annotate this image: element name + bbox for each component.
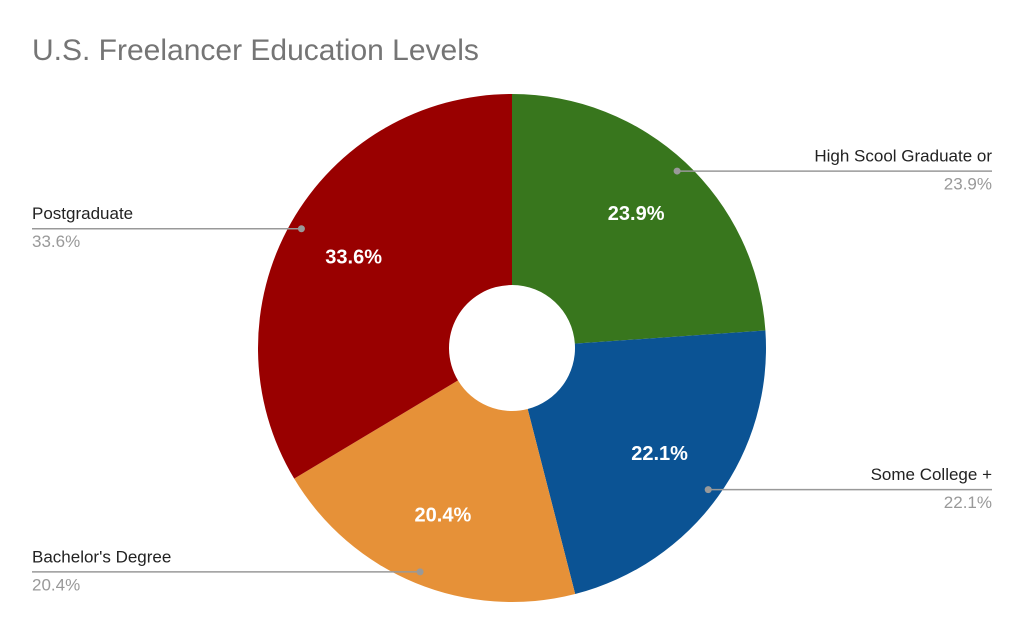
slice	[294, 380, 576, 602]
legend-label: Bachelor's Degree	[32, 547, 171, 566]
slice	[527, 330, 766, 595]
legend-value: 23.9%	[944, 175, 992, 194]
slice	[512, 94, 766, 344]
legend-value: 33.6%	[32, 232, 80, 251]
slice-label: 23.9%	[608, 203, 665, 225]
slice-label: 33.6%	[325, 247, 382, 269]
legend-label: Some College +	[871, 465, 993, 484]
leader-dot	[673, 167, 681, 175]
leader-dot	[297, 225, 305, 233]
legend-value: 20.4%	[32, 575, 80, 594]
leader-dot	[416, 568, 424, 576]
legend-label: High Scool Graduate or	[814, 147, 992, 166]
leader-dot	[704, 486, 712, 494]
slice-label: 20.4%	[415, 505, 472, 527]
legend-label: Postgraduate	[32, 204, 133, 223]
chart-title: U.S. Freelancer Education Levels	[32, 34, 479, 67]
slice-label: 22.1%	[631, 443, 688, 465]
slice	[257, 94, 512, 479]
legend-value: 22.1%	[944, 493, 992, 512]
